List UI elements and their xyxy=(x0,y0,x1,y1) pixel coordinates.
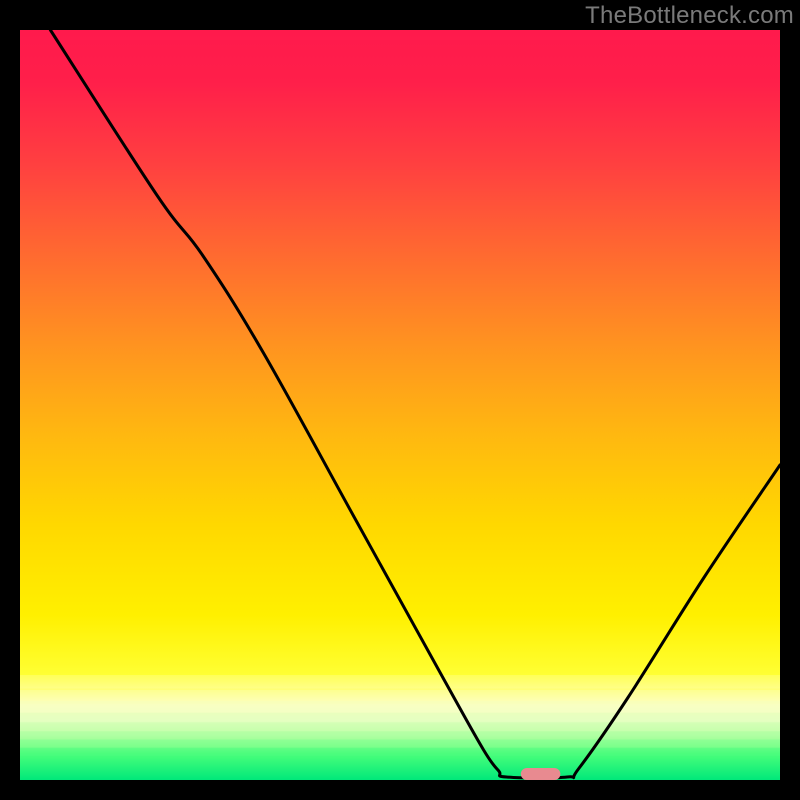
chart-container: { "watermark": { "text": "TheBottleneck.… xyxy=(0,0,800,800)
watermark-text: TheBottleneck.com xyxy=(585,2,794,30)
gradient-banding xyxy=(20,675,780,756)
bottleneck-curve-chart xyxy=(0,0,800,800)
gradient-background xyxy=(20,30,780,780)
optimum-marker xyxy=(521,768,561,780)
